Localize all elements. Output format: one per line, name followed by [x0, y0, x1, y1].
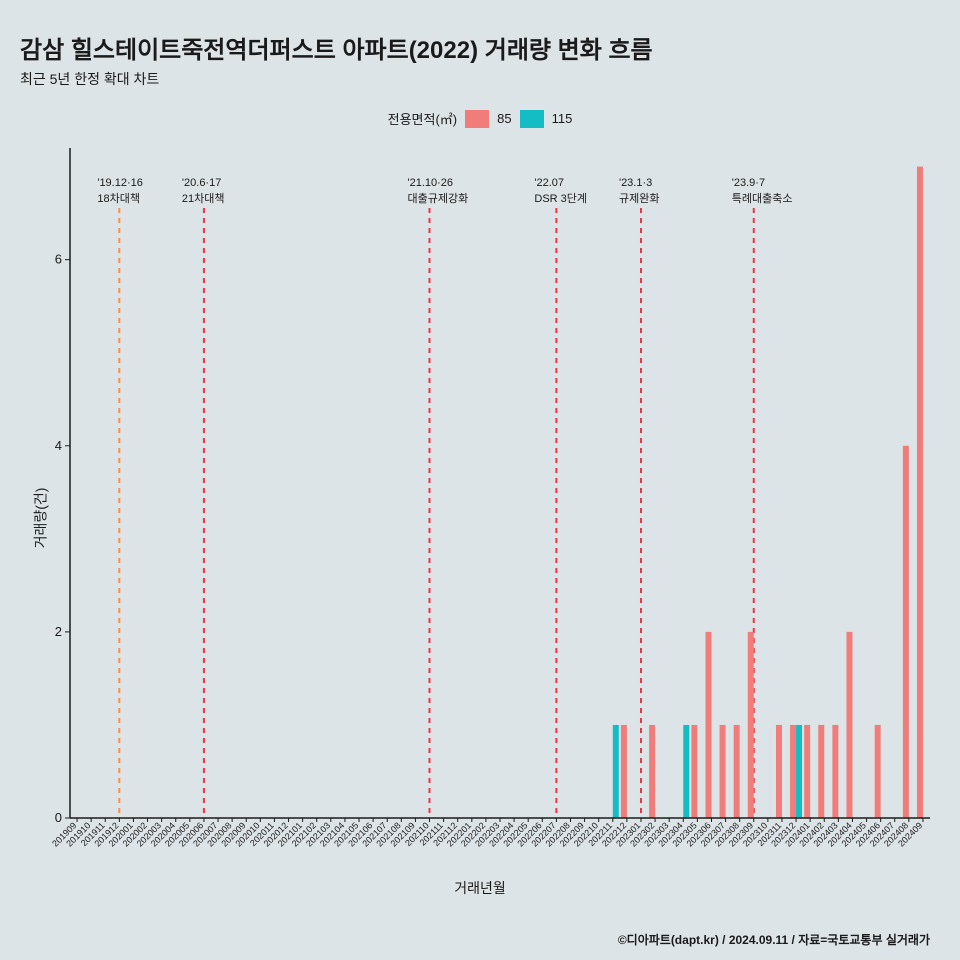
bar-85: [748, 632, 754, 818]
bar-85: [649, 725, 655, 818]
svg-text:특례대출축소: 특례대출축소: [732, 192, 793, 205]
bar-85: [720, 725, 726, 818]
bar-85: [875, 725, 881, 818]
svg-text:6: 6: [55, 252, 62, 267]
chart-area: 거래량(건) 024620190920191020191120191220200…: [20, 138, 940, 898]
chart-subtitle: 최근 5년 한정 확대 차트: [20, 69, 940, 89]
svg-text:0: 0: [55, 810, 62, 825]
chart-title: 감삼 힐스테이트죽전역더퍼스트 아파트(2022) 거래량 변화 흐름: [20, 30, 940, 65]
credit-text: ©디아파트(dapt.kr) / 2024.09.11 / 자료=국토교통부 실…: [618, 931, 930, 948]
legend-label-115: 115: [552, 111, 573, 126]
bar-115: [683, 725, 689, 818]
legend: 전용면적(㎡) 85 115: [20, 109, 940, 128]
svg-text:DSR 3단계: DSR 3단계: [534, 192, 587, 205]
bar-85: [903, 446, 909, 818]
bar-85: [790, 725, 796, 818]
svg-text:4: 4: [55, 438, 62, 453]
bar-85: [917, 167, 923, 818]
chart-container: 감삼 힐스테이트죽전역더퍼스트 아파트(2022) 거래량 변화 흐름 최근 5…: [0, 0, 960, 960]
legend-swatch-115: [520, 110, 544, 128]
bar-85: [705, 632, 711, 818]
svg-text:'23.1·3: '23.1·3: [619, 177, 652, 189]
x-axis-label: 거래년월: [454, 878, 506, 898]
legend-title: 전용면적(㎡): [388, 109, 458, 128]
svg-text:21차대책: 21차대책: [182, 192, 225, 205]
chart-svg: 0246201909201910201911201912202001202002…: [20, 138, 940, 898]
svg-text:'20.6·17: '20.6·17: [182, 177, 221, 189]
bar-85: [621, 725, 627, 818]
bar-85: [832, 725, 838, 818]
bar-85: [846, 632, 852, 818]
bar-85: [776, 725, 782, 818]
svg-text:'19.12·16: '19.12·16: [97, 177, 143, 189]
bar-85: [818, 725, 824, 818]
bar-85: [804, 725, 810, 818]
bar-115: [613, 725, 619, 818]
svg-text:'23.9·7: '23.9·7: [732, 177, 765, 189]
svg-text:대출규제강화: 대출규제강화: [408, 192, 469, 205]
legend-swatch-85: [465, 110, 489, 128]
bar-115: [796, 725, 802, 818]
svg-text:'22.07: '22.07: [534, 177, 564, 189]
svg-text:규제완화: 규제완화: [619, 192, 659, 205]
svg-text:2: 2: [55, 624, 62, 639]
svg-text:18차대책: 18차대책: [97, 192, 140, 205]
bar-85: [734, 725, 740, 818]
bar-85: [691, 725, 697, 818]
legend-label-85: 85: [497, 111, 511, 126]
svg-text:'21.10·26: '21.10·26: [408, 177, 454, 189]
